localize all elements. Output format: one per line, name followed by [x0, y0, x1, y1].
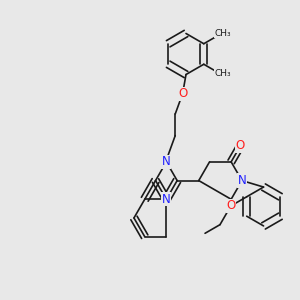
Text: O: O	[236, 140, 245, 152]
Text: N: N	[238, 174, 246, 187]
Text: N: N	[162, 155, 171, 168]
Text: N: N	[162, 193, 171, 206]
Text: CH₃: CH₃	[214, 69, 231, 78]
Text: O: O	[226, 200, 236, 212]
Text: CH₃: CH₃	[214, 28, 231, 38]
Text: O: O	[178, 87, 187, 100]
